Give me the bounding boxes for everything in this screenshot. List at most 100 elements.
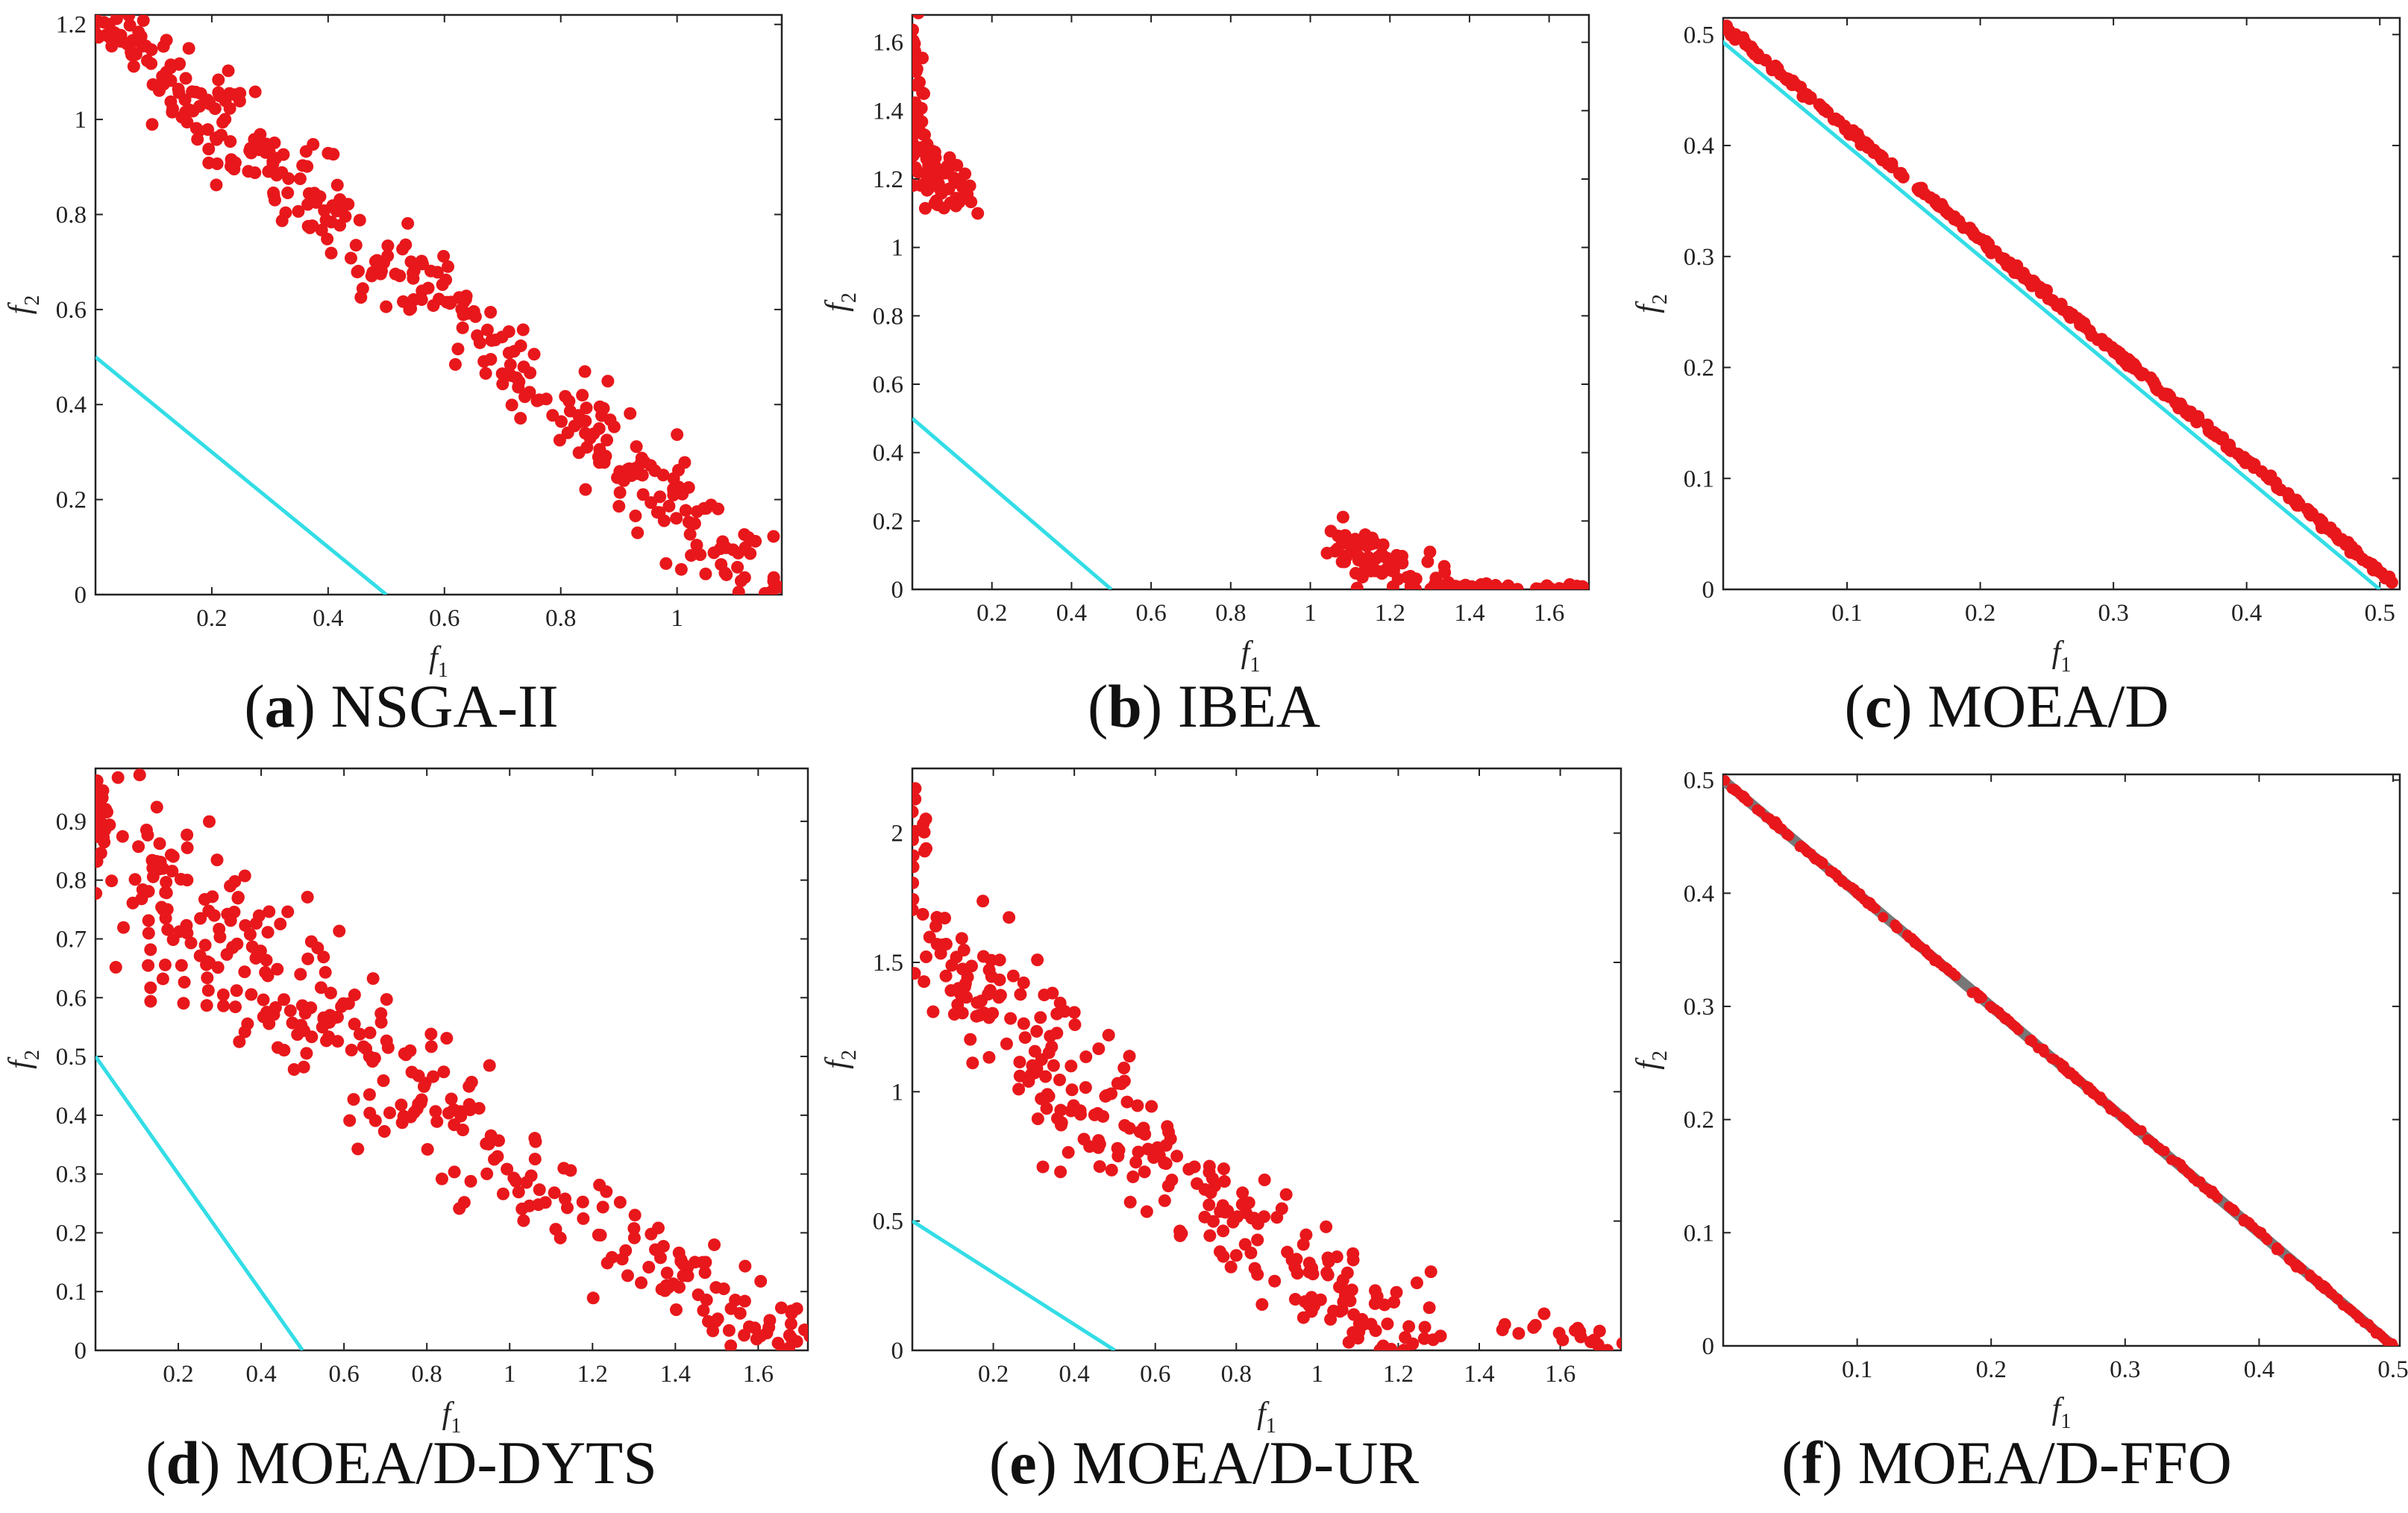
data-point	[711, 1312, 724, 1326]
data-point	[683, 527, 697, 541]
data-point	[174, 872, 187, 886]
solution-points	[1723, 775, 2399, 1346]
data-point	[281, 186, 295, 199]
data-point	[2156, 1144, 2167, 1156]
data-point	[192, 124, 206, 137]
data-point	[1079, 1081, 1092, 1094]
data-point	[1058, 1005, 1071, 1018]
data-point	[141, 828, 154, 842]
solution-points	[912, 782, 1621, 1350]
y-tick-label: 0.3	[1684, 244, 1714, 271]
data-point	[2290, 498, 2304, 512]
data-point	[1204, 1186, 1217, 1200]
data-point	[917, 128, 930, 141]
data-point	[275, 214, 289, 228]
data-point	[345, 1044, 358, 1057]
chart-f: 0.1 0.2 0.3 0.4 0.5 0 0.1 0.2 0.3 0.4 0.5 f1 f2	[1631, 768, 2408, 1433]
data-point	[1062, 1146, 1075, 1159]
caption-b: (b) IBEA	[1087, 672, 1321, 740]
y-axis-label: f2	[1631, 1050, 1672, 1070]
y-tick-label: 0.4	[56, 392, 87, 419]
panel-e: 0.2 0.4 0.6 0.8 1 1.2 1.4 1.6 0 0.5 1 1.5 2 f1 f2 (e) …	[803, 756, 1622, 1513]
data-point	[742, 531, 756, 545]
data-point	[166, 102, 180, 116]
data-point	[1385, 1342, 1398, 1350]
y-tick-label: 0.9	[56, 809, 87, 836]
x-axis-label-subscript: 1	[451, 1415, 461, 1438]
data-point	[2084, 1082, 2095, 1093]
data-point	[631, 526, 645, 539]
data-point	[496, 378, 509, 391]
data-point	[1034, 1011, 1047, 1024]
data-point	[142, 959, 155, 972]
data-point	[1358, 528, 1372, 542]
data-point	[515, 1202, 529, 1215]
data-point	[912, 15, 915, 16]
data-point	[1065, 1083, 1079, 1097]
data-point	[322, 146, 335, 160]
data-point	[920, 950, 933, 964]
data-point	[2239, 453, 2253, 466]
data-point	[1297, 1238, 1310, 1251]
data-point	[648, 464, 662, 477]
data-point	[484, 353, 498, 366]
data-point	[912, 782, 922, 795]
data-point	[1496, 1324, 1509, 1337]
data-point	[958, 980, 971, 994]
data-point	[923, 930, 936, 944]
x-axis-label-subscript: 1	[2060, 654, 2071, 677]
data-point	[1828, 867, 1839, 878]
data-point	[353, 1027, 366, 1041]
data-point	[1512, 1326, 1526, 1340]
data-point	[1530, 582, 1543, 589]
data-point	[578, 365, 592, 378]
data-point	[178, 976, 191, 989]
data-point	[299, 145, 313, 158]
y-tick-label: 0.5	[56, 1044, 87, 1071]
data-point	[231, 937, 244, 950]
data-point	[1229, 1249, 1243, 1262]
data-point	[1336, 510, 1349, 524]
data-point	[1036, 1160, 1050, 1174]
data-point	[971, 996, 984, 1009]
data-point	[708, 1238, 721, 1251]
data-point	[630, 440, 643, 454]
data-point	[1004, 1012, 1018, 1025]
data-point	[145, 43, 158, 57]
panel-a: 0.2 0.4 0.6 0.8 1 0 0.2 0.4 0.6 0.8 1 1.2 f1 f2 (a) N…	[0, 0, 803, 746]
y-tick-label: 0.1	[56, 1279, 87, 1306]
data-point	[912, 876, 920, 889]
x-axis-label-subscript: 1	[1250, 654, 1260, 677]
y-axis-label-subscript: 2	[838, 292, 861, 303]
data-point	[258, 137, 272, 151]
x-tick-label: 1.6	[1545, 1361, 1575, 1388]
data-point	[381, 249, 395, 263]
data-point	[645, 1227, 658, 1241]
data-point	[698, 1266, 712, 1279]
data-point	[158, 958, 172, 971]
data-point	[2010, 261, 2024, 275]
caption-f: (f) MOEA/D-FFO	[1781, 1429, 2232, 1497]
data-point	[1341, 1266, 1354, 1279]
x-tick-label: 0.4	[313, 605, 343, 632]
data-point	[971, 207, 985, 220]
data-point	[1213, 1245, 1226, 1259]
data-point	[586, 1291, 600, 1305]
data-point	[317, 950, 330, 964]
data-point	[1000, 1037, 1013, 1050]
data-point	[731, 560, 744, 574]
data-point	[324, 246, 338, 260]
data-point	[1053, 1073, 1066, 1086]
data-point	[1226, 1215, 1240, 1229]
data-point	[98, 836, 111, 849]
data-point	[507, 345, 521, 358]
data-point	[1175, 1227, 1188, 1240]
data-point	[243, 927, 257, 941]
x-tick-label: 0.2	[196, 605, 227, 632]
data-point	[1013, 1056, 1026, 1069]
data-point	[982, 988, 995, 1001]
data-point	[224, 160, 237, 173]
x-tick-label: 0.4	[1056, 600, 1087, 627]
data-point	[785, 1304, 798, 1318]
